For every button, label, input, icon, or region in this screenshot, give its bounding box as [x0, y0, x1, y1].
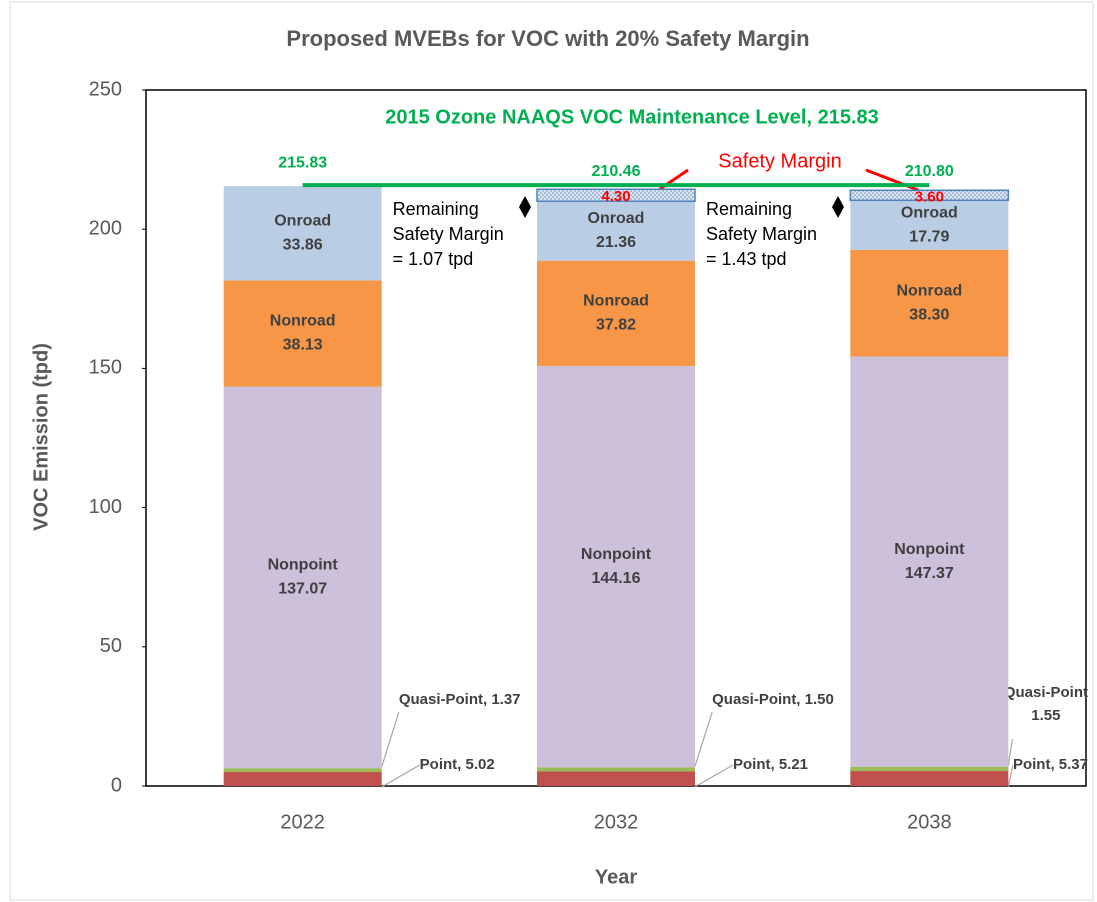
leader-line [1007, 764, 1014, 787]
y-tick-label: 250 [89, 78, 122, 100]
segment-name: Nonpoint [581, 546, 652, 563]
data-label: Point, 5.21 [733, 756, 808, 773]
y-axis-label: VOC Emission (tpd) [30, 343, 52, 531]
bar-segment [537, 771, 695, 786]
segment-name: Onroad [274, 213, 331, 230]
chart-border [9, 1, 1094, 901]
segment-name: Nonroad [270, 313, 336, 330]
leader-line [694, 764, 734, 788]
bar-segment [223, 772, 382, 786]
x-tick-label: 2022 [280, 811, 325, 833]
bar-segment [223, 768, 382, 773]
leader-line [381, 764, 420, 788]
data-label: 21.36 [596, 234, 636, 251]
y-tick-label: 50 [100, 635, 122, 657]
bar-segment [223, 386, 382, 769]
data-label: 4.30 [601, 188, 630, 205]
data-label: Point, 5.37 [1013, 756, 1088, 773]
annotation: = 1.07 tpd [393, 249, 474, 269]
bar-segment [850, 766, 1009, 772]
data-label: 33.86 [283, 237, 323, 254]
data-label: 38.30 [909, 306, 949, 323]
bar-segment [537, 201, 695, 261]
annotation: Safety Margin [393, 224, 504, 244]
x-axis-label: Year [595, 866, 637, 888]
total-label: 210.46 [592, 163, 641, 180]
data-label: Quasi-Point 1.55 [1004, 684, 1088, 724]
data-label: Quasi-Point, 1.37 [399, 691, 521, 708]
segment-name: Onroad [901, 204, 958, 221]
bar-segment [223, 186, 382, 281]
bar-segment [849, 189, 1010, 202]
annotation: Remaining [706, 199, 792, 219]
segment-name: Nonpoint [268, 557, 339, 574]
y-tick-label: 100 [89, 496, 122, 518]
bar-segment [850, 200, 1009, 250]
annotation: Safety Margin [706, 224, 817, 244]
bar-segment [850, 356, 1009, 767]
bar-segment [850, 249, 1009, 357]
leader-line [381, 711, 400, 768]
total-label: 210.80 [905, 163, 954, 180]
x-tick-label: 2038 [907, 811, 952, 833]
data-label: 147.37 [905, 565, 954, 582]
data-label: 3.60 [915, 188, 944, 205]
x-tick-label: 2032 [594, 811, 639, 833]
data-label: 17.79 [909, 228, 949, 245]
y-tick-label: 200 [89, 217, 122, 239]
bar-segment [536, 188, 696, 202]
leader-line [694, 711, 713, 767]
bar-segment [850, 771, 1009, 786]
segment-name: Onroad [588, 210, 645, 227]
data-label: 144.16 [592, 570, 641, 587]
segment-name: Nonroad [583, 293, 649, 310]
data-label: Point, 5.02 [420, 756, 495, 773]
leader-line [1007, 738, 1013, 766]
segment-name: Nonpoint [894, 541, 965, 558]
safety-margin-label: Safety Margin [718, 150, 841, 172]
bar-segment [537, 365, 695, 768]
data-label: 37.82 [596, 317, 636, 334]
bar-segment [537, 260, 695, 366]
marker [519, 196, 531, 218]
data-label: Quasi-Point, 1.50 [712, 691, 834, 708]
annotation: Remaining [393, 199, 479, 219]
annotation: = 1.43 tpd [706, 249, 787, 269]
bar-segment [223, 280, 382, 387]
y-tick-label: 0 [111, 774, 122, 796]
y-tick-label: 150 [89, 357, 122, 379]
data-label: 38.13 [283, 337, 323, 354]
reference-label: 2015 Ozone NAAQS VOC Maintenance Level, … [385, 106, 879, 128]
bar-segment [537, 767, 695, 772]
total-label: 215.83 [278, 154, 327, 171]
segment-name: Nonroad [896, 282, 962, 299]
chart-title: Proposed MVEBs for VOC with 20% Safety M… [286, 26, 809, 51]
data-label: 137.07 [278, 581, 327, 598]
marker [832, 196, 844, 218]
